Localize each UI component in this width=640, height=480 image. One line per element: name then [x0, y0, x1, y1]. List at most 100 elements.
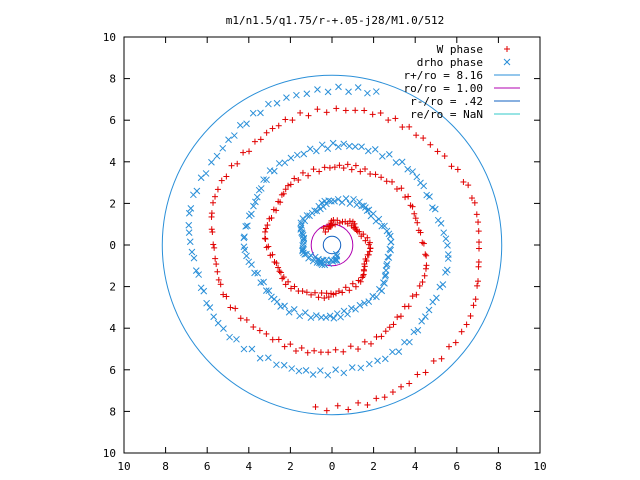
data-point — [312, 289, 319, 296]
data-point — [463, 321, 470, 328]
y-tick-label: 4 — [109, 322, 116, 335]
data-point — [325, 226, 332, 233]
data-point — [422, 369, 429, 376]
data-point — [234, 160, 241, 167]
data-point — [220, 325, 227, 333]
data-point — [378, 222, 386, 230]
data-point — [309, 371, 317, 378]
data-point — [321, 295, 328, 302]
data-point — [297, 224, 305, 232]
data-point — [471, 199, 478, 206]
data-point — [366, 248, 373, 255]
data-point — [223, 293, 230, 300]
data-point — [392, 159, 400, 166]
data-point — [372, 171, 379, 178]
data-point — [352, 107, 359, 114]
data-point — [250, 323, 257, 330]
data-point — [297, 226, 305, 233]
data-point — [380, 279, 387, 286]
x-tick-label: 8 — [495, 460, 502, 473]
data-point — [190, 254, 198, 262]
data-point — [414, 219, 421, 226]
data-point — [210, 313, 218, 321]
data-point — [360, 231, 367, 238]
data-point — [240, 149, 247, 156]
data-point — [243, 316, 250, 323]
data-point — [409, 168, 416, 175]
data-point — [377, 110, 384, 117]
data-point — [261, 235, 268, 242]
data-point — [260, 176, 267, 183]
data-point — [365, 298, 373, 305]
data-point — [310, 166, 317, 173]
data-point — [312, 403, 319, 410]
data-point — [318, 289, 325, 296]
data-point — [251, 138, 258, 145]
data-point — [353, 227, 360, 234]
y-tick-label: 2 — [109, 197, 116, 210]
data-point — [363, 207, 371, 215]
data-point — [288, 365, 296, 372]
data-point — [282, 281, 289, 288]
data-point — [434, 148, 441, 155]
data-point — [195, 271, 203, 278]
data-point — [318, 141, 326, 149]
data-point — [280, 274, 287, 281]
data-point — [460, 178, 467, 185]
data-point — [382, 328, 389, 335]
data-point — [336, 162, 343, 169]
data-point — [326, 164, 333, 171]
data-point — [263, 176, 270, 184]
data-point — [475, 228, 482, 235]
data-point — [210, 241, 217, 248]
data-point — [420, 182, 428, 190]
data-point — [399, 124, 406, 131]
data-point — [300, 150, 308, 158]
x-tick-label: 6 — [453, 460, 460, 473]
data-point — [339, 289, 346, 296]
data-point — [252, 198, 259, 206]
data-point — [275, 122, 282, 129]
data-point — [355, 399, 362, 406]
data-point — [307, 314, 315, 321]
data-point — [360, 271, 367, 278]
data-point — [413, 132, 420, 139]
data-point — [413, 173, 421, 181]
x-tick-label: 4 — [412, 460, 419, 473]
data-point — [282, 186, 289, 193]
data-point — [401, 303, 408, 310]
data-point — [475, 219, 482, 226]
x-tick-label: 0 — [329, 460, 336, 473]
data-point — [444, 242, 451, 249]
data-point — [441, 153, 448, 160]
data-point — [225, 136, 232, 144]
data-point — [342, 284, 349, 291]
data-point — [308, 291, 315, 298]
data-point — [406, 123, 413, 130]
data-point — [256, 354, 264, 362]
data-point — [472, 296, 479, 303]
data-point — [465, 182, 472, 189]
data-point — [431, 205, 439, 213]
data-point — [280, 190, 287, 197]
data-point — [233, 335, 240, 343]
data-point — [367, 245, 374, 252]
data-point — [474, 282, 481, 289]
data-point — [332, 346, 339, 353]
data-point — [365, 360, 373, 368]
data-point — [303, 212, 311, 219]
data-point — [418, 317, 426, 325]
data-point — [467, 312, 474, 319]
data-point — [358, 143, 365, 151]
data-point — [476, 245, 483, 252]
data-point — [414, 326, 422, 334]
data-point — [318, 314, 325, 321]
data-point — [333, 257, 340, 264]
data-point — [382, 271, 389, 279]
data-point — [257, 136, 264, 143]
data-point — [352, 162, 359, 169]
data-point — [444, 255, 452, 262]
data-point — [293, 91, 300, 99]
